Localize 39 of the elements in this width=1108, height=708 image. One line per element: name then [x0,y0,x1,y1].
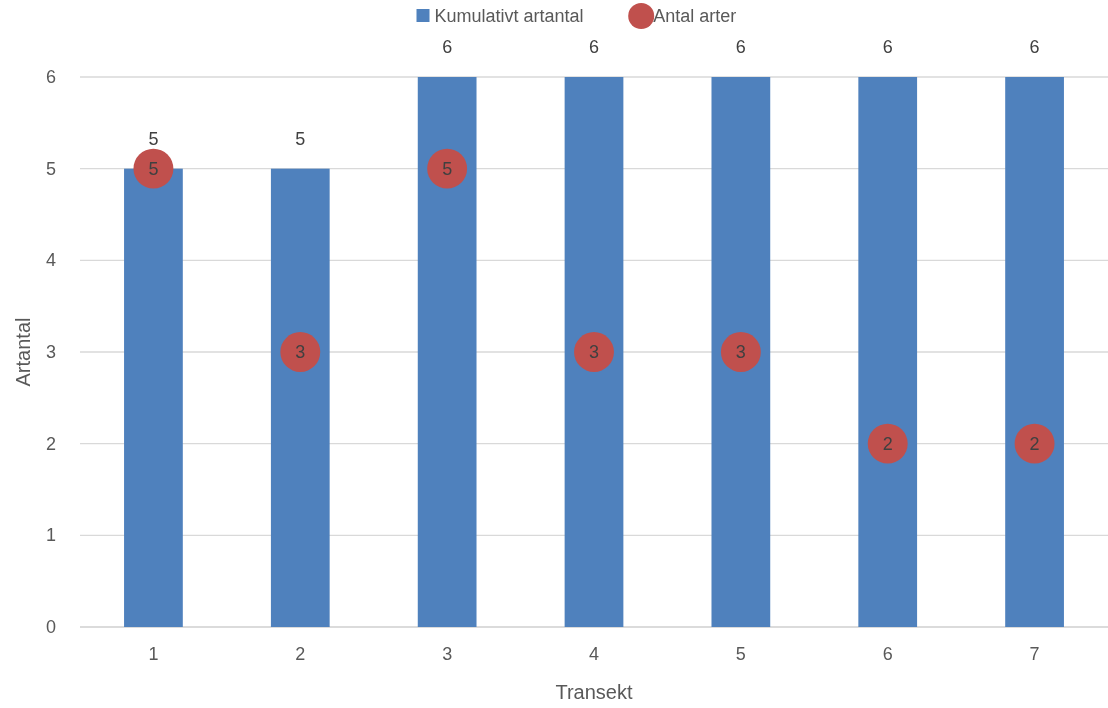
data-label: 3 [295,342,306,362]
y-tick-label: 1 [45,525,56,546]
x-tick-label: 3 [442,644,453,664]
legend-label: Kumulativt artantal [434,6,584,26]
x-tick-label: 2 [295,644,306,664]
data-label: 2 [1029,433,1040,454]
data-label: 5 [148,158,159,179]
y-tick-label: 6 [45,67,56,87]
point [427,148,468,189]
x-axis-title: Transekt [555,681,633,703]
y-tick-label: 5 [45,158,56,179]
data-label: 5 [295,128,306,149]
y-tick-label: 4 [45,250,56,271]
point [1014,423,1055,464]
data-label: 5 [442,158,453,179]
data-label: 6 [442,37,453,57]
data-label: 6 [882,37,893,57]
y-tick-label: 0 [45,617,56,637]
y-axis-title: Artantal [12,317,34,387]
x-tick-label: 4 [588,644,600,664]
point [720,332,761,372]
y-tick-label: 2 [45,433,56,454]
data-label: 3 [735,342,746,362]
point [574,332,614,372]
data-label: 6 [588,37,600,57]
data-label: 2 [882,433,893,454]
x-tick-label: 5 [735,644,746,664]
data-label: 6 [735,37,746,57]
x-tick-label: 6 [882,644,893,664]
x-tick-label: 1 [148,644,159,664]
point [133,148,174,189]
point [867,423,908,464]
data-label: 3 [588,342,600,362]
data-label: 6 [1029,37,1040,57]
x-tick-label: 7 [1029,644,1040,664]
legend-label: Antal arter [653,6,737,26]
y-tick-label: 3 [45,342,56,362]
point [280,332,321,372]
data-label: 5 [148,128,159,149]
